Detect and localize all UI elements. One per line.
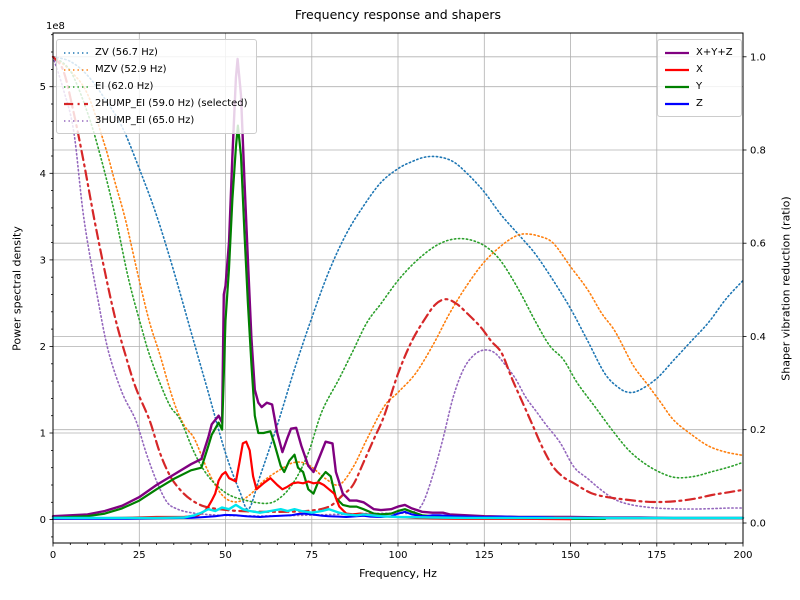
x-tick-label: 125 [475,550,494,561]
legend-item-x-y-z: X+Y+Z [664,44,733,61]
y-left-tick-label: 2 [40,342,46,353]
legend-signals: X+Y+Z X Y Z [657,39,742,117]
y-right-tick-label: 0.0 [750,519,766,530]
legend-item-y: Y [664,78,733,95]
legend-swatch-x-y-z [665,51,689,54]
legend-label: Y [696,81,703,92]
y-left-tick-label: 4 [40,169,46,180]
legend-label: X [696,64,703,75]
legend-item-zv-56-7-hz: ZV (56.7 Hz) [63,44,248,61]
legend-item-ei-62-0-hz: EI (62.0 Hz) [63,78,248,95]
legend-swatch-ei-62-0-hz [64,85,88,88]
series-mzv [52,56,744,503]
x-axis-label: Frequency, Hz [359,567,437,580]
y-axis-offset-text: 1e8 [46,21,65,32]
legend-swatch-x [665,68,689,71]
legend-label: MZV (52.9 Hz) [95,64,167,75]
legend-label: ZV (56.7 Hz) [95,47,158,58]
legend-swatch-mzv-52-9-hz [64,68,88,71]
x-tick-label: 0 [50,550,56,561]
tick-labels: 0 25 50 75 100 125 150 175 200 0 1 2 3 4 5 0.0 0.2 0.4 0.6… [40,52,766,561]
y-left-tick-label: 0 [40,515,46,526]
legend-label: EI (62.0 Hz) [95,81,154,92]
x-tick-label: 175 [647,550,666,561]
x-tick-label: 25 [133,550,146,561]
axis-ticks [49,34,747,547]
y-left-tick-label: 3 [40,255,46,266]
legend-item-2hump-ei-59-0-hz-selected: 2HUMP_EI (59.0 Hz) (selected) [63,95,248,112]
legend-label: X+Y+Z [696,47,733,58]
legend-item-mzv-52-9-hz: MZV (52.9 Hz) [63,61,248,78]
left-axis-label: Power spectral density [10,226,24,351]
legend-swatch-zv-56-7-hz [64,51,88,54]
legend-item-x: X [664,61,733,78]
series-ei [52,56,744,505]
y-left-tick-label: 5 [40,82,46,93]
x-tick-label: 100 [388,550,407,561]
right-axis-label: Shaper vibration reduction (ratio) [779,196,793,381]
series-3hump-ei [52,56,744,517]
series-zv [52,56,744,511]
x-tick-label: 150 [561,550,580,561]
legend-label: Z [696,98,703,109]
legend-label: 3HUMP_EI (65.0 Hz) [95,115,195,126]
x-tick-label: 200 [733,550,752,561]
y-left-tick-label: 1 [40,429,46,440]
series-x-y-z [51,57,745,520]
legend-swatch-y [665,85,689,88]
x-tick-label: 75 [305,550,318,561]
y-right-tick-label: 0.2 [750,425,766,436]
y-right-tick-label: 0.4 [750,332,766,343]
y-right-tick-label: 0.8 [750,146,766,157]
series-z [52,510,555,520]
legend-swatch-3hump-ei-65-0-hz [64,119,88,122]
x-tick-label: 50 [219,550,232,561]
chart-title: Frequency response and shapers [294,7,502,22]
legend-shapers: ZV (56.7 Hz) MZV (52.9 Hz) EI (62.0 Hz) 2HU… [56,39,257,134]
y-right-tick-label: 1.0 [750,52,766,63]
legend-label: 2HUMP_EI (59.0 Hz) (selected) [95,98,248,109]
grid-lines [52,33,744,543]
series-y [51,124,607,520]
legend-item-z: Z [664,95,733,112]
series-baseline [51,503,745,520]
legend-swatch-z [665,102,689,105]
data-series [51,55,745,521]
y-right-tick-label: 0.6 [750,239,766,250]
legend-item-3hump-ei-65-0-hz: 3HUMP_EI (65.0 Hz) [63,112,248,129]
series-2hump-ei [51,55,745,513]
legend-swatch-2hump-ei-59-0-hz-selected [64,102,88,105]
